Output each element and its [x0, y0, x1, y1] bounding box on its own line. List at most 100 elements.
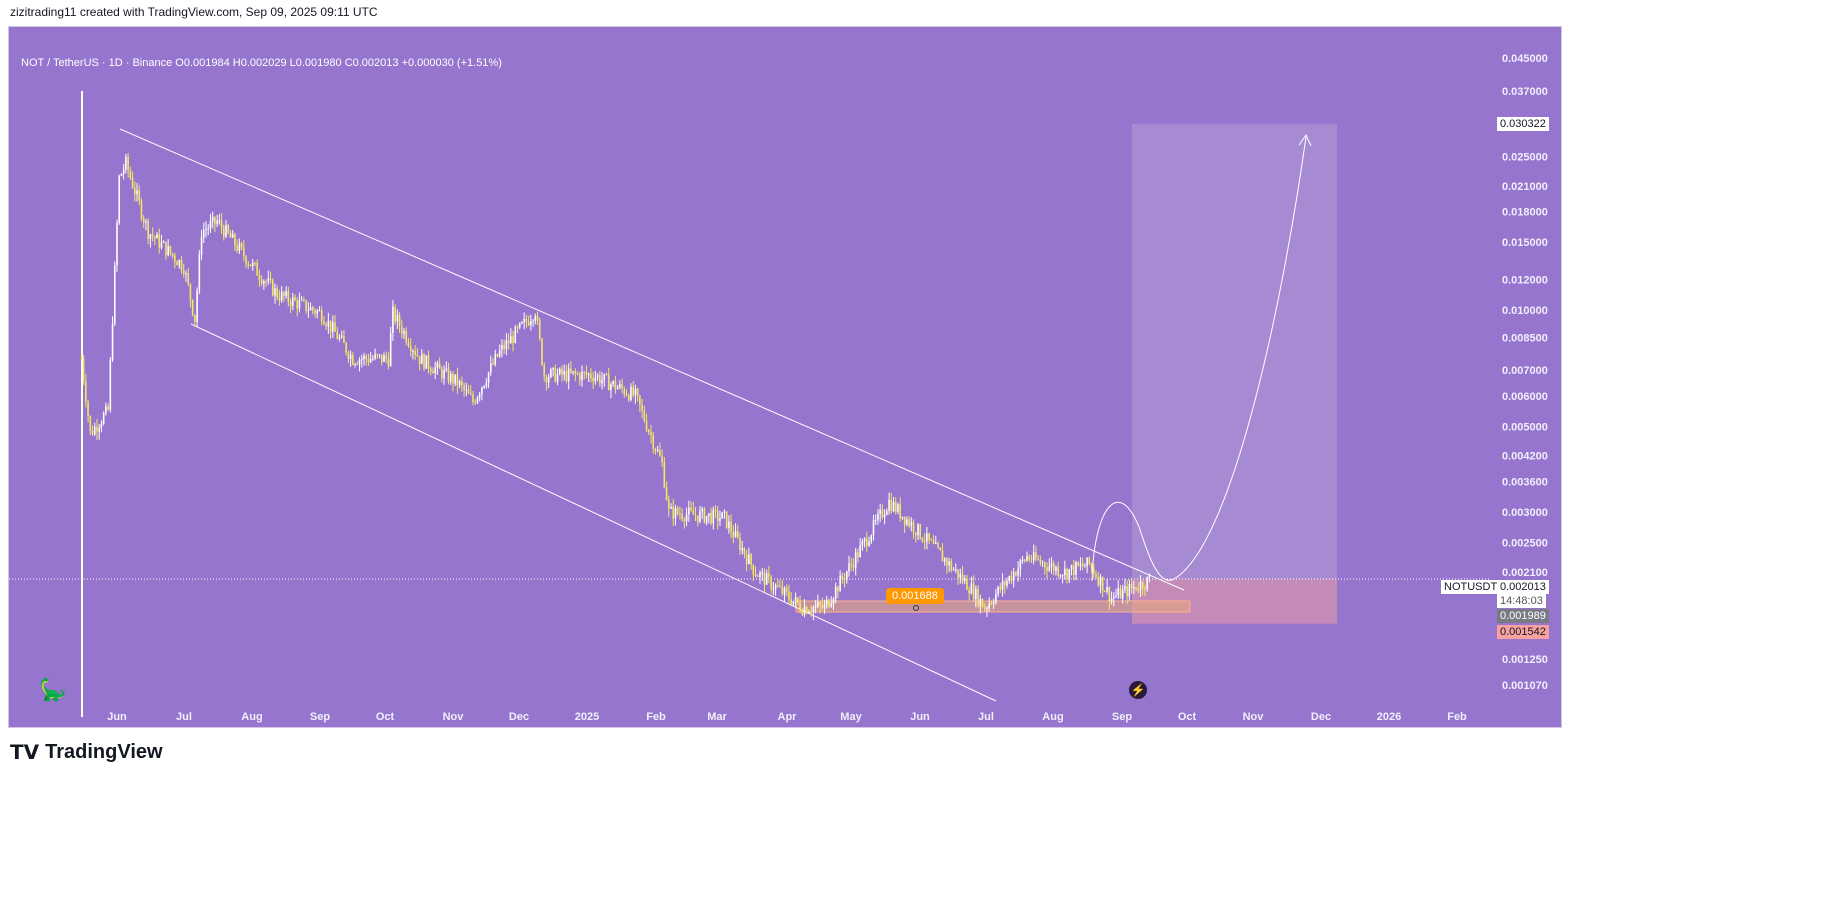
candle-body: [647, 430, 650, 433]
candle-body: [692, 509, 695, 515]
candle-body: [574, 371, 577, 374]
candle-body: [211, 216, 214, 222]
candle-body: [209, 221, 212, 229]
credit-text: zizitrading11 created with TradingView.c…: [10, 5, 378, 19]
candle-body: [970, 583, 973, 594]
y-tick-label: 0.001070: [1502, 680, 1548, 692]
x-tick-label: Jul: [176, 711, 192, 723]
candle-body: [848, 563, 850, 572]
candle-body: [300, 299, 303, 301]
candle-body: [160, 242, 163, 248]
candle-body: [510, 336, 512, 344]
candle-body: [743, 548, 746, 555]
x-tick-label: Aug: [241, 711, 262, 723]
candle-body: [788, 591, 790, 600]
candle-body: [866, 538, 868, 546]
candle-body: [1021, 559, 1024, 561]
candle-body: [912, 522, 915, 533]
candle-body: [432, 371, 434, 374]
y-tick-label: 0.015000: [1502, 237, 1548, 249]
x-tick-label: Dec: [1311, 711, 1331, 723]
x-tick-label: Oct: [1178, 711, 1197, 723]
candle-body: [616, 387, 619, 390]
candle-body: [298, 300, 301, 309]
candle-body: [859, 545, 861, 558]
candle-body: [834, 586, 837, 599]
candle-body: [1101, 576, 1104, 592]
x-tick-label: Aug: [1042, 711, 1063, 723]
candle-body: [1095, 574, 1097, 578]
candle-body: [140, 200, 143, 219]
candle-body: [654, 448, 657, 451]
candle-body: [906, 519, 908, 525]
candle-body: [367, 359, 370, 363]
candle-body: [474, 402, 477, 404]
candle-body: [258, 275, 261, 280]
candle-body: [1146, 576, 1148, 590]
candle-body: [438, 363, 441, 369]
candle-body: [819, 602, 821, 606]
candle-body: [409, 346, 412, 352]
candle-body: [527, 321, 530, 325]
candle-body: [770, 576, 772, 590]
lightning-icon[interactable]: ⚡: [1129, 681, 1147, 699]
candle-body: [240, 243, 243, 248]
candle-body: [202, 229, 205, 238]
x-tick-label: Mar: [707, 711, 727, 723]
chart-pane[interactable]: NOT / TetherUS · 1D · Binance O0.001984 …: [8, 26, 1562, 728]
candle-body: [162, 241, 165, 243]
candle-body: [1137, 589, 1140, 591]
candle-body: [307, 310, 310, 312]
candle-body: [1092, 567, 1095, 575]
candle-body: [429, 368, 432, 372]
candle-body: [685, 514, 688, 522]
candle-body: [360, 359, 363, 361]
candle-body: [467, 389, 470, 394]
candle-body: [465, 389, 468, 391]
candle-body: [968, 589, 970, 594]
candle-body: [541, 338, 543, 365]
candle-body: [294, 297, 296, 301]
candle-body: [932, 540, 935, 544]
candle-body: [456, 374, 459, 386]
candle-body: [556, 373, 559, 382]
candle-body: [910, 522, 913, 526]
x-tick-label: Apr: [778, 711, 798, 723]
candle-body: [421, 354, 423, 365]
y-tick-label: 0.003000: [1502, 507, 1548, 519]
candle-body: [894, 501, 897, 512]
candle-body: [274, 288, 276, 296]
candle-body: [1081, 564, 1084, 567]
candle-body: [939, 547, 942, 551]
candle-body: [216, 220, 218, 224]
candle-body: [165, 241, 167, 256]
candle-body: [572, 371, 574, 373]
candle-body: [983, 607, 986, 610]
candle-body: [247, 264, 250, 266]
candle-body: [418, 356, 421, 365]
candle-body: [641, 404, 643, 411]
candle-body: [979, 598, 982, 606]
projection-curve: [1091, 136, 1307, 582]
candle-body: [436, 363, 439, 368]
candle-body: [492, 363, 494, 365]
candle-body: [358, 359, 361, 365]
candle-body: [194, 314, 196, 322]
candle-body: [478, 394, 481, 398]
candle-body: [227, 225, 230, 233]
candle-body: [919, 524, 922, 539]
price-chart[interactable]: 0.045000 0.037000 0.025000 0.021000 0.018000…: [9, 27, 1561, 727]
candle-body: [352, 354, 354, 365]
candle-body: [821, 605, 824, 608]
candle-body: [93, 426, 96, 435]
countdown-label: 14:48:03: [1497, 594, 1546, 608]
candle-body: [1044, 562, 1046, 568]
tradingview-logo[interactable]: 𝗧𝗩 TradingView: [10, 741, 163, 764]
candle-body: [688, 507, 690, 515]
arrow-head-icon: [1298, 133, 1312, 147]
candle-body: [839, 575, 841, 592]
candle-body: [127, 156, 129, 171]
candle-body: [843, 578, 846, 580]
candle-body: [89, 415, 92, 431]
candle-body: [1108, 586, 1111, 602]
